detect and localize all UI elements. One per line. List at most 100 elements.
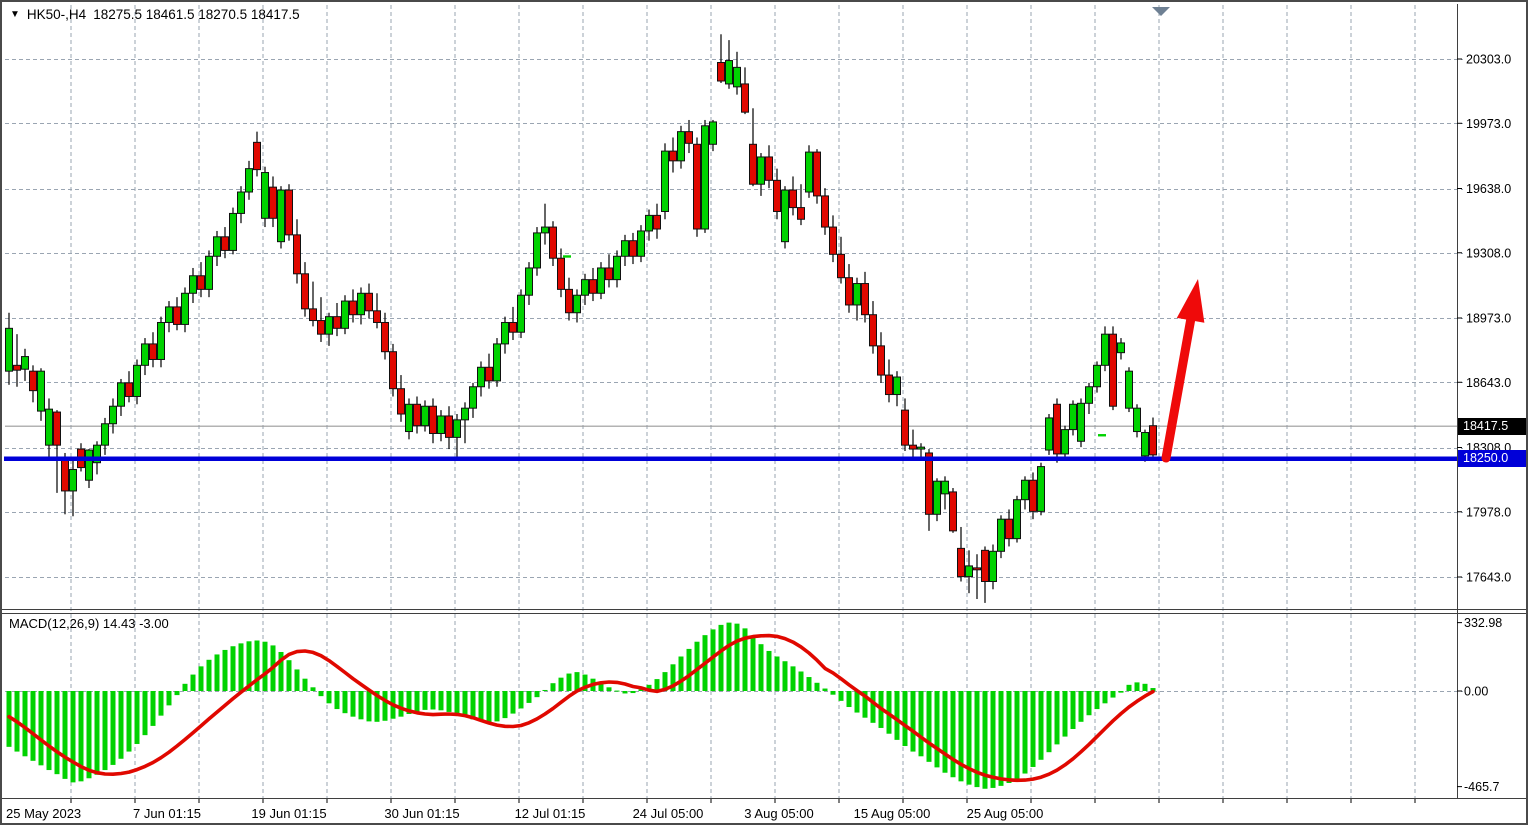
candle [461, 402, 469, 444]
macd-bar [190, 674, 196, 691]
candle-body [189, 275, 197, 294]
macd-bar [286, 660, 292, 691]
candle [317, 297, 325, 342]
candle [677, 125, 685, 169]
candle [1109, 326, 1117, 411]
candle-body [269, 186, 277, 219]
candle-body [693, 143, 701, 230]
candle [173, 297, 181, 331]
macd-bar [846, 691, 852, 708]
macd-bar [870, 691, 876, 723]
candle-body [301, 273, 309, 310]
candle [133, 359, 141, 405]
macd-bar [158, 691, 164, 716]
macd-bar [974, 691, 980, 788]
small-dash-marker [1098, 434, 1106, 437]
candle-body [1133, 407, 1141, 433]
macd-bar [566, 673, 572, 691]
candle-body [557, 257, 565, 290]
candle [13, 334, 21, 387]
candle-body [605, 267, 613, 281]
macd-bar [814, 682, 820, 691]
candle-body [221, 236, 229, 251]
candles-layer [5, 34, 1157, 603]
candle [117, 378, 125, 416]
candle-body [909, 444, 917, 450]
candle [373, 293, 381, 329]
candle-body [477, 366, 485, 388]
macd-bar [638, 689, 644, 691]
macd-bar [926, 691, 932, 762]
time-tick-label: 12 Jul 01:15 [515, 806, 586, 821]
support-line-price-tag[interactable]: 18250.0 [1458, 450, 1526, 468]
candle-body [373, 310, 381, 323]
candle-body [13, 364, 21, 371]
macd-bar [230, 646, 236, 691]
trend-arrow[interactable] [1161, 279, 1205, 463]
macd-bar [166, 691, 172, 706]
candle [957, 526, 965, 582]
candle [925, 449, 933, 531]
macd-bar [126, 691, 132, 752]
macd-bar [550, 683, 556, 691]
candle [1125, 367, 1133, 413]
trend-arrow-shaft [1161, 309, 1197, 463]
time-axis[interactable]: 25 May 2023 7 Jun 01:15 19 Jun 01:15 30 Jun… [6, 799, 1416, 821]
macd-bar [6, 691, 12, 747]
macd-histogram [6, 622, 1156, 789]
candle-body [813, 151, 821, 197]
macd-bar [934, 691, 940, 768]
candle [717, 34, 725, 83]
candle-body [957, 547, 965, 578]
candle [877, 332, 885, 383]
candle-body [453, 419, 461, 438]
candle-body [565, 288, 573, 314]
candle [125, 371, 133, 403]
candle-body [645, 214, 653, 232]
candle-body [613, 255, 621, 281]
candle-body [821, 195, 829, 228]
candle-body [1029, 479, 1037, 512]
macd-bar [662, 672, 668, 691]
macd-bar [94, 691, 100, 775]
macd-bar [862, 691, 868, 718]
candle [1061, 425, 1069, 459]
macd-bar [54, 691, 60, 775]
macd-bar [238, 643, 244, 691]
candle-body [125, 382, 133, 397]
macd-bar [446, 691, 452, 712]
candle-body [149, 343, 157, 360]
candle [893, 371, 901, 407]
macd-bar [606, 687, 612, 691]
candle-body [485, 366, 493, 382]
candle [69, 456, 77, 517]
candle-body [437, 415, 445, 434]
macd-bar [1046, 691, 1052, 753]
macd-bar [334, 691, 340, 710]
macd-bar [1102, 691, 1108, 704]
macd-bar [1110, 691, 1116, 698]
macd-bar [766, 650, 772, 691]
macd-bar [958, 691, 964, 782]
macd-bar [798, 671, 804, 691]
candle-body [933, 480, 941, 515]
candle [325, 312, 333, 346]
candle-body [701, 125, 709, 230]
candle [237, 186, 245, 224]
candle [741, 67, 749, 115]
candle [789, 176, 797, 216]
candle-body [405, 403, 413, 433]
macd-bar [1142, 683, 1148, 691]
candle-body [349, 300, 357, 316]
macd-bar [574, 672, 580, 691]
macd-bar [966, 691, 972, 785]
macd-bar [622, 691, 628, 694]
candle [781, 186, 789, 249]
scroll-position-marker-icon[interactable] [1152, 7, 1170, 16]
candle [341, 295, 349, 335]
candle-body [157, 321, 165, 360]
macd-bar [782, 661, 788, 691]
time-tick-label: 25 May 2023 [6, 806, 81, 821]
